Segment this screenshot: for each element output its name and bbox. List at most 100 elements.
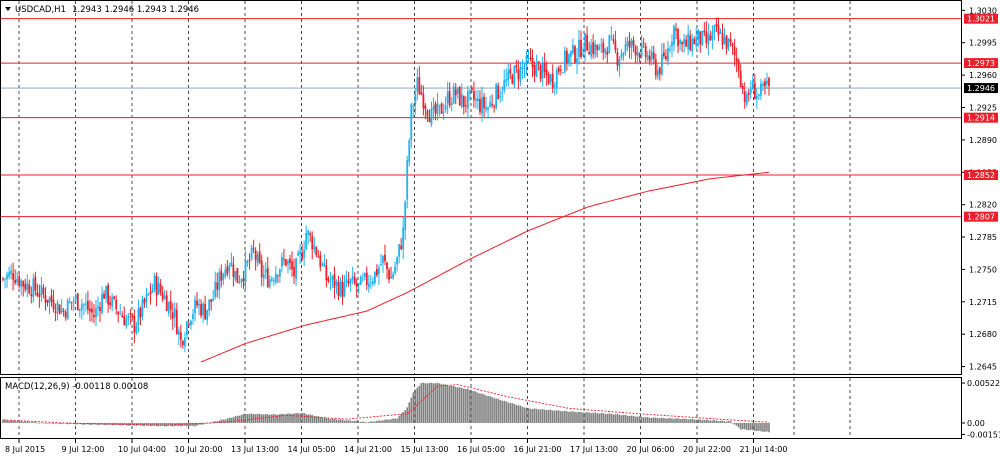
candle[interactable] bbox=[636, 45, 639, 65]
candle[interactable] bbox=[497, 82, 500, 100]
candle[interactable] bbox=[470, 86, 473, 93]
candle[interactable] bbox=[119, 304, 122, 316]
candle[interactable] bbox=[192, 308, 194, 325]
candle[interactable] bbox=[238, 275, 241, 284]
candle[interactable] bbox=[594, 40, 597, 59]
candle[interactable] bbox=[291, 251, 293, 278]
candle[interactable] bbox=[329, 271, 332, 291]
candle[interactable] bbox=[667, 41, 669, 66]
candle[interactable] bbox=[363, 272, 366, 281]
candle[interactable] bbox=[570, 50, 572, 67]
candle[interactable] bbox=[446, 81, 449, 115]
candle[interactable] bbox=[371, 276, 374, 287]
candle[interactable] bbox=[382, 255, 384, 273]
candle[interactable] bbox=[36, 283, 39, 298]
candle[interactable] bbox=[131, 313, 134, 320]
candle[interactable] bbox=[32, 273, 35, 303]
candle[interactable] bbox=[582, 46, 584, 57]
candle[interactable] bbox=[14, 269, 17, 285]
candle[interactable] bbox=[568, 53, 570, 67]
candle[interactable] bbox=[107, 282, 110, 313]
candle[interactable] bbox=[578, 29, 580, 65]
candle[interactable] bbox=[652, 45, 655, 65]
candle[interactable] bbox=[414, 87, 417, 115]
candle[interactable] bbox=[264, 261, 267, 280]
candle[interactable] bbox=[551, 64, 554, 94]
candle[interactable] bbox=[386, 261, 388, 279]
candle[interactable] bbox=[481, 86, 483, 123]
candle[interactable] bbox=[693, 36, 696, 45]
candle[interactable] bbox=[485, 96, 487, 113]
levels-layer[interactable] bbox=[1, 18, 961, 218]
candle[interactable] bbox=[416, 68, 419, 101]
candle[interactable] bbox=[400, 237, 403, 251]
candle[interactable] bbox=[656, 64, 659, 80]
candle[interactable] bbox=[70, 301, 73, 311]
candle[interactable] bbox=[703, 22, 706, 37]
candle[interactable] bbox=[525, 50, 528, 75]
candle[interactable] bbox=[246, 259, 249, 267]
candle[interactable] bbox=[460, 83, 463, 109]
candle[interactable] bbox=[248, 253, 251, 270]
candle[interactable] bbox=[499, 89, 502, 103]
candle[interactable] bbox=[565, 47, 568, 71]
candle[interactable] bbox=[747, 88, 750, 102]
candle[interactable] bbox=[89, 300, 91, 322]
candle[interactable] bbox=[705, 21, 708, 49]
candle[interactable] bbox=[493, 104, 496, 113]
candle[interactable] bbox=[281, 252, 283, 273]
candle[interactable] bbox=[687, 24, 690, 56]
candle[interactable] bbox=[549, 73, 552, 86]
candle[interactable] bbox=[66, 298, 69, 320]
candle[interactable] bbox=[272, 277, 275, 287]
candle[interactable] bbox=[626, 36, 629, 51]
candle[interactable] bbox=[230, 252, 233, 268]
candle[interactable] bbox=[671, 34, 673, 58]
candle[interactable] bbox=[301, 243, 304, 261]
candle[interactable] bbox=[72, 296, 75, 311]
candle[interactable] bbox=[462, 95, 465, 115]
candle[interactable] bbox=[515, 59, 518, 74]
candle[interactable] bbox=[339, 277, 342, 298]
candle[interactable] bbox=[745, 90, 748, 107]
candle[interactable] bbox=[337, 275, 340, 301]
candle[interactable] bbox=[129, 309, 132, 325]
candle[interactable] bbox=[468, 89, 471, 101]
candle[interactable] bbox=[665, 49, 667, 62]
candle[interactable] bbox=[321, 261, 324, 267]
candle[interactable] bbox=[165, 290, 168, 312]
candle[interactable] bbox=[691, 33, 694, 57]
candle[interactable] bbox=[521, 59, 524, 80]
candle[interactable] bbox=[327, 276, 330, 284]
candle[interactable] bbox=[448, 82, 451, 108]
candle[interactable] bbox=[610, 25, 613, 41]
candle[interactable] bbox=[355, 278, 358, 298]
candle[interactable] bbox=[576, 47, 578, 74]
candle[interactable] bbox=[206, 309, 209, 326]
candle[interactable] bbox=[735, 47, 738, 73]
candle[interactable] bbox=[618, 56, 621, 77]
candle[interactable] bbox=[34, 271, 37, 296]
candle[interactable] bbox=[169, 290, 172, 320]
candle[interactable] bbox=[236, 267, 239, 284]
candle[interactable] bbox=[262, 264, 265, 287]
candle[interactable] bbox=[80, 298, 83, 320]
candle[interactable] bbox=[184, 332, 186, 353]
candle[interactable] bbox=[103, 290, 105, 299]
candle[interactable] bbox=[402, 217, 405, 259]
candle[interactable] bbox=[341, 274, 344, 305]
candle[interactable] bbox=[123, 306, 126, 326]
candle[interactable] bbox=[369, 275, 372, 290]
candle[interactable] bbox=[398, 243, 401, 264]
candle[interactable] bbox=[580, 30, 582, 60]
candle[interactable] bbox=[127, 313, 130, 326]
candle[interactable] bbox=[654, 53, 657, 80]
candle[interactable] bbox=[713, 24, 716, 41]
candle[interactable] bbox=[62, 307, 65, 317]
candle[interactable] bbox=[111, 293, 114, 312]
candle[interactable] bbox=[68, 296, 71, 304]
candle[interactable] bbox=[430, 101, 433, 127]
candle[interactable] bbox=[101, 286, 103, 315]
candle[interactable] bbox=[121, 311, 124, 318]
symbol-dropdown-icon[interactable] bbox=[5, 7, 11, 11]
